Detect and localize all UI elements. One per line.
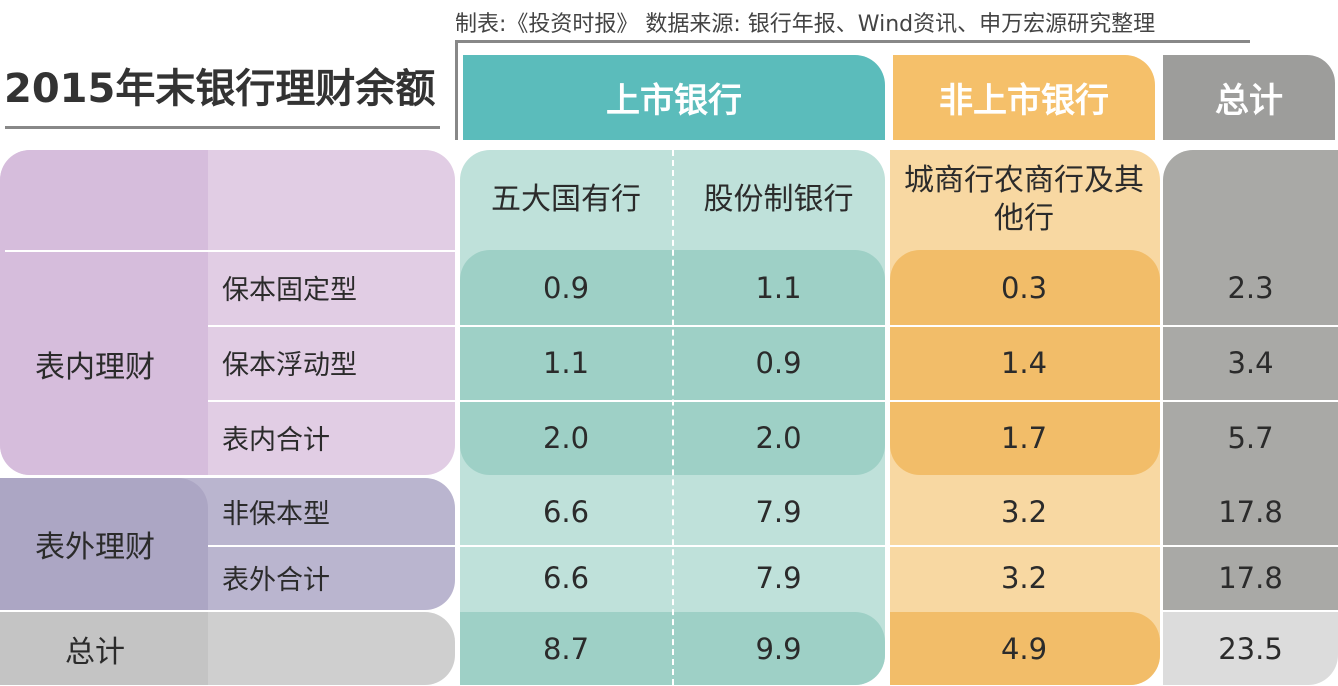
row-label: 保本浮动型 <box>222 350 357 381</box>
block <box>0 150 208 475</box>
value: 2.0 <box>542 420 590 455</box>
value: 0.9 <box>542 270 590 305</box>
block <box>1163 150 1338 610</box>
value: 2.3 <box>1227 270 1274 305</box>
block <box>890 250 1160 475</box>
total-value: 9.9 <box>755 631 802 666</box>
source: 制表:《投资时报》 数据来源: 银行年报、Wind资讯、申万宏源研究整理 <box>455 12 1156 37</box>
block <box>0 612 208 685</box>
row-label: 非保本型 <box>222 499 330 530</box>
value: 3.2 <box>1000 494 1048 529</box>
value: 7.9 <box>755 494 802 529</box>
value: 0.9 <box>755 345 802 380</box>
value: 17.8 <box>1218 494 1283 529</box>
total-value: 23.5 <box>1218 631 1283 666</box>
value: 0.3 <box>1000 270 1048 305</box>
column-header: 股份制银行 <box>703 182 854 217</box>
value: 6.6 <box>542 560 590 595</box>
separator <box>5 250 455 252</box>
column-header: 五大国有行 <box>491 182 641 217</box>
value: 1.4 <box>1000 345 1048 380</box>
group-header: 非上市银行 <box>893 55 1155 140</box>
value: 1.1 <box>755 270 802 305</box>
total-value: 4.9 <box>1000 631 1048 666</box>
value: 2.0 <box>755 420 802 455</box>
total-value: 8.7 <box>542 631 590 666</box>
rule <box>455 40 458 140</box>
separator <box>208 400 1338 402</box>
value: 7.9 <box>755 560 802 595</box>
rule <box>455 40 1250 43</box>
value: 6.6 <box>542 494 590 529</box>
group-header: 总计 <box>1163 55 1335 140</box>
title: 2015年末银行理财余额 <box>4 66 436 112</box>
rule <box>5 126 440 129</box>
row-label: 表外合计 <box>222 565 330 596</box>
section-label: 表外理财 <box>35 530 155 565</box>
separator <box>672 150 674 685</box>
value: 3.2 <box>1000 560 1048 595</box>
column-header: 城商行农商行及其他行 <box>904 163 1144 236</box>
row-label: 表内合计 <box>222 425 330 456</box>
block <box>1163 612 1338 685</box>
value: 1.1 <box>542 345 590 380</box>
group-header: 上市银行 <box>463 55 885 140</box>
row-label: 保本固定型 <box>222 275 357 306</box>
value: 17.8 <box>1218 560 1283 595</box>
block <box>890 612 1160 685</box>
section-label: 表内理财 <box>35 350 155 385</box>
value: 1.7 <box>1000 420 1048 455</box>
block <box>0 478 208 610</box>
total-label: 总计 <box>65 634 125 670</box>
separator <box>208 325 1338 327</box>
separator <box>208 545 1338 547</box>
value: 5.7 <box>1227 420 1274 455</box>
value: 3.4 <box>1227 345 1274 380</box>
